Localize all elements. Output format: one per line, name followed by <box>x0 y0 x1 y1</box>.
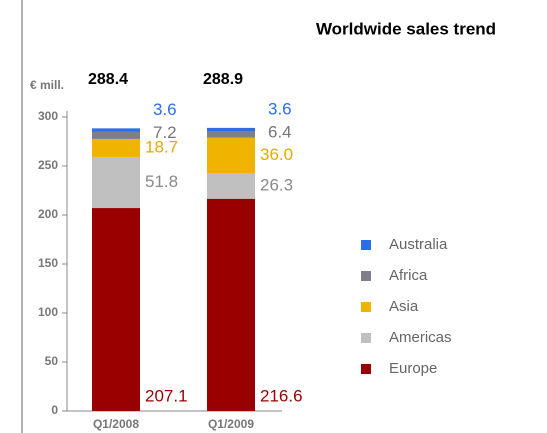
y-tick-label: 200 <box>38 207 58 221</box>
legend-swatch <box>361 302 371 312</box>
bar-segment <box>207 131 255 138</box>
value-label: 26.3 <box>260 175 293 194</box>
bar-segment <box>207 127 255 132</box>
legend-swatch <box>361 271 371 281</box>
bar-segment <box>92 208 140 411</box>
value-label: 51.8 <box>145 172 178 191</box>
legend-swatch <box>361 364 371 374</box>
legend-label: Europe <box>389 360 437 377</box>
y-tick-label: 100 <box>38 305 58 319</box>
y-axis-label: € mill. <box>30 78 64 92</box>
legend-label: Africa <box>389 267 428 284</box>
value-label: 207.1 <box>145 386 188 405</box>
value-label: 7.2 <box>153 123 177 142</box>
bar-segment <box>207 198 255 411</box>
value-label: 3.6 <box>268 99 292 118</box>
value-label: 3.6 <box>153 100 177 119</box>
bar-segment <box>92 128 140 132</box>
chart-title: Worldwide sales trend <box>316 19 496 38</box>
legend-swatch <box>361 240 371 250</box>
value-label: 216.6 <box>260 386 303 405</box>
bar-segment <box>207 137 255 173</box>
total-label: 288.4 <box>88 71 128 88</box>
y-tick-label: 50 <box>45 354 59 368</box>
legend-label: Australia <box>389 236 448 253</box>
legend-label: Asia <box>389 298 419 315</box>
value-label: 6.4 <box>268 122 292 141</box>
x-tick-label: Q1/2009 <box>208 417 254 431</box>
y-tick-label: 0 <box>51 403 58 417</box>
bar-segment <box>207 172 255 199</box>
bar-segment <box>92 157 140 209</box>
bar-segment <box>92 138 140 158</box>
legend-swatch <box>361 333 371 343</box>
value-label: 18.7 <box>145 138 178 157</box>
total-label: 288.9 <box>203 71 243 88</box>
value-label: 36.0 <box>260 145 293 164</box>
y-tick-label: 250 <box>38 158 58 172</box>
legend-label: Americas <box>389 329 452 346</box>
bar-segment <box>92 131 140 139</box>
y-tick-label: 150 <box>38 256 58 270</box>
y-tick-label: 300 <box>38 109 58 123</box>
x-tick-label: Q1/2008 <box>93 417 139 431</box>
